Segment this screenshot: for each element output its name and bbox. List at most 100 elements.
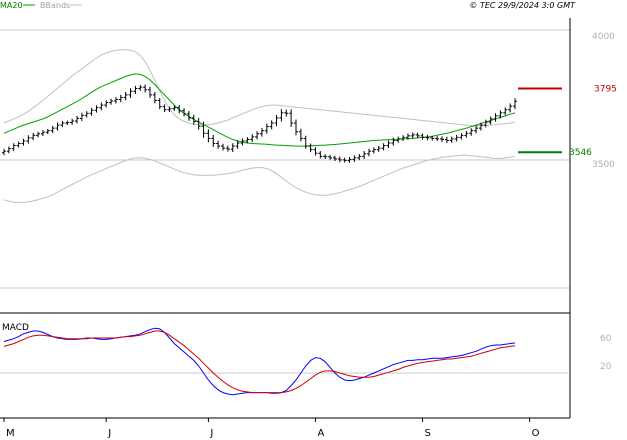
ohlc-bar [464, 130, 469, 138]
ohlc-bar [104, 100, 109, 108]
ohlc-bar [172, 105, 177, 112]
ohlc-bar [396, 136, 401, 143]
ohlc-bar [435, 136, 440, 142]
ohlc-bar [221, 143, 225, 151]
price-y-axis: 3500 4000 [592, 32, 615, 170]
ohlc-bar [26, 135, 31, 144]
ohlc-bar [21, 138, 26, 146]
chart-header: MA20 BBands © TEC 29/9/2024 3:0 GMT [0, 1, 576, 10]
x-tick-label: M [6, 428, 15, 439]
price-levels: 3795 3546 [518, 84, 617, 158]
ohlc-bar [342, 157, 347, 163]
macd-title: MACD [2, 323, 29, 333]
ohlc-bar [118, 94, 123, 103]
ohlc-bar [352, 155, 357, 162]
ohlc-bar [65, 120, 70, 126]
ohlc-bar [284, 109, 289, 117]
ohlc-bar [279, 109, 284, 122]
ohlc-bar [362, 151, 367, 160]
price-y-tick-label: 4000 [592, 32, 615, 42]
bollinger-bands [3, 49, 516, 203]
bb-upper-line [3, 49, 516, 127]
price-panel: 3500 4000 3795 3546 [0, 18, 617, 418]
ohlc-bar [303, 135, 308, 149]
ohlc-bar [454, 134, 459, 142]
ohlc-bar [133, 85, 138, 94]
ohlc-bar [177, 104, 182, 114]
ohlc-bar [2, 148, 6, 156]
x-tick-label: J [209, 428, 213, 439]
ohlc-bar [89, 107, 94, 116]
ohlc-bar [99, 102, 104, 111]
ohlc-bar [225, 145, 230, 152]
ohlc-bar [230, 143, 235, 153]
ohlc-bar [148, 86, 152, 98]
ohlc-bar [128, 88, 133, 98]
ohlc-bar [16, 141, 21, 148]
ohlc-bar [376, 145, 381, 152]
ohlc-bar [503, 107, 508, 116]
ohlc-bar [430, 135, 435, 141]
ohlc-bar [167, 106, 172, 112]
ohlc-bar [113, 96, 118, 104]
ohlc-bar [488, 116, 493, 125]
ohlc-bar [6, 146, 11, 154]
ohlc-bar [196, 117, 201, 130]
ohlc-bar [269, 120, 274, 130]
ohlc-bar [274, 114, 279, 127]
ohlc-bar [415, 132, 420, 138]
ohlc-bar [401, 135, 406, 142]
ohlc-bar [235, 140, 240, 149]
ohlc-bar [459, 133, 464, 140]
ohlc-bar [36, 131, 41, 138]
ohlc-bar [420, 133, 425, 140]
ohlc-bar [444, 136, 449, 144]
ohlc-bar [79, 112, 84, 122]
ohlc-bar [405, 133, 410, 140]
ohlc-bar [298, 128, 303, 142]
ohlc-bar [50, 125, 55, 134]
resistance-level-label: 3795 [594, 84, 617, 94]
ohlc-bar [123, 92, 128, 101]
ohlc-bar [259, 127, 264, 137]
ohlc-bar [138, 84, 143, 91]
bb-lower-line [3, 154, 516, 203]
ohlc-bar [478, 122, 483, 131]
ohlc-bar [498, 110, 503, 119]
ohlc-bar [313, 147, 318, 156]
x-tick-label: O [532, 428, 540, 439]
ohlc-bar [211, 134, 216, 147]
ohlc-bar [143, 84, 148, 93]
macd-y-tick-label: 20 [600, 362, 612, 372]
support-level-label: 3546 [569, 148, 592, 158]
ohlc-bar [410, 132, 415, 139]
ohlc-bar [216, 140, 221, 149]
macd-lines [3, 327, 516, 396]
ohlc-bar [440, 136, 444, 142]
ohlc-bar [367, 148, 371, 157]
ohlc-bar [294, 119, 298, 136]
signal-line [3, 330, 516, 394]
ohlc-bar [332, 155, 337, 162]
ohlc-bar [289, 109, 294, 127]
ohlc-bar [109, 98, 114, 105]
copyright-notice: © TEC 29/9/2024 3:0 GMT [469, 1, 576, 10]
ohlc-bar [182, 108, 187, 117]
x-tick-label: J [107, 428, 111, 439]
price-y-tick-label: 3500 [592, 160, 615, 170]
ohlc-bar [371, 147, 376, 154]
ohlc-bar [245, 137, 250, 144]
ohlc-bar [508, 103, 513, 113]
ohlc-bar [323, 154, 328, 159]
ohlc-bar [264, 123, 269, 134]
ohlc-bar [40, 130, 45, 136]
ma20-line [3, 73, 516, 147]
ohlc-bar [186, 110, 191, 121]
ohlc-bar [206, 129, 211, 143]
ohlc-bar [84, 111, 89, 118]
bbands-legend-label: BBands [40, 1, 70, 10]
ohlc-bar [75, 115, 79, 124]
macd-y-tick-label: 60 [600, 334, 612, 344]
